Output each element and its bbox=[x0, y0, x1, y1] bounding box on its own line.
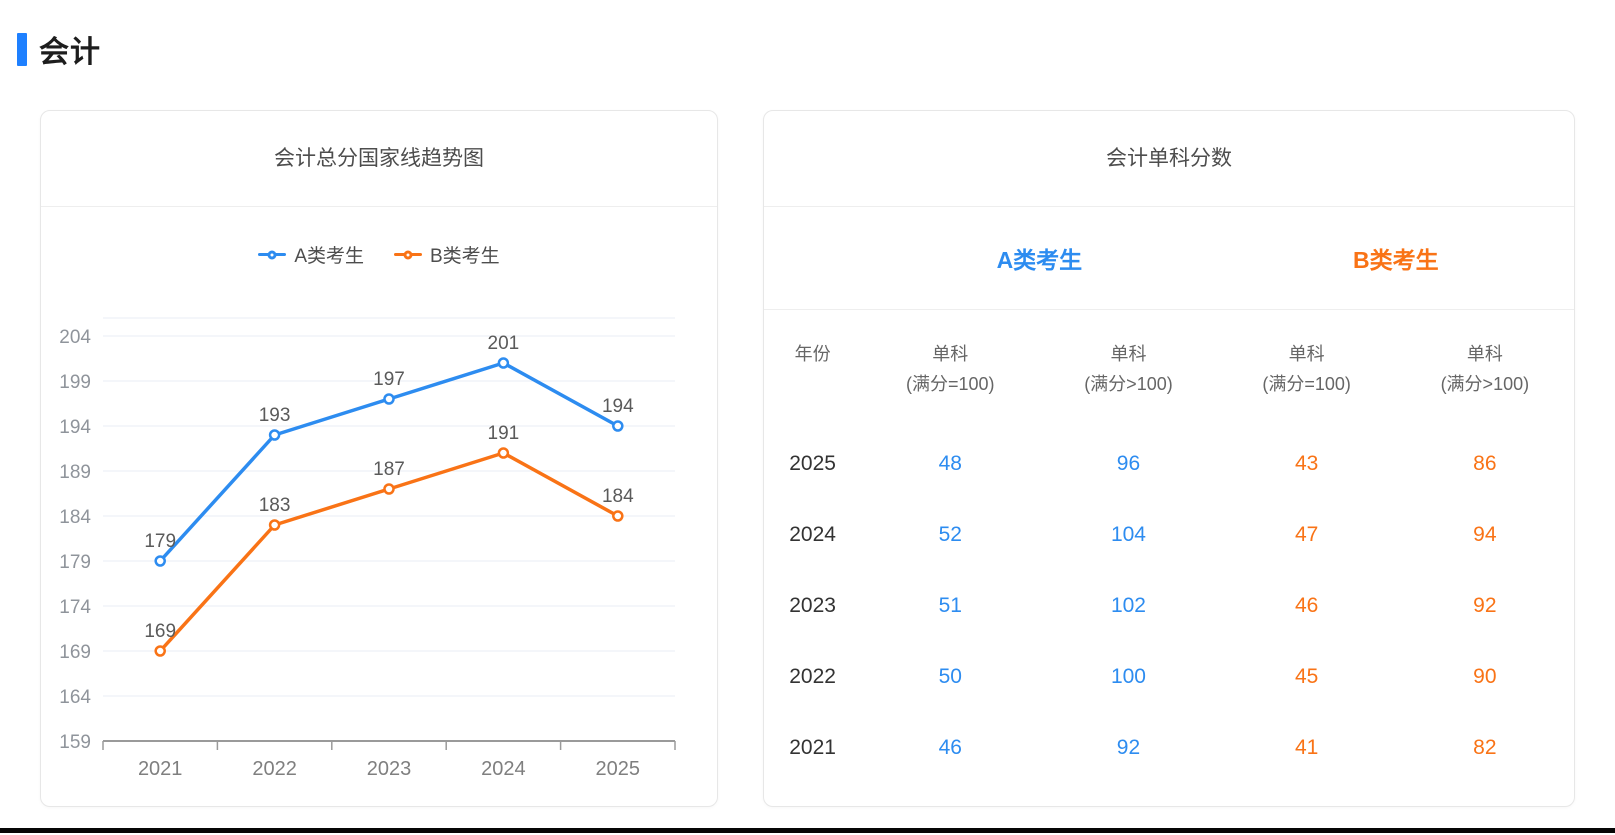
data-point bbox=[497, 447, 510, 459]
score-cell: 41 bbox=[1294, 735, 1319, 759]
y-axis-tick-label: 199 bbox=[59, 372, 91, 393]
score-cell: 47 bbox=[1294, 522, 1319, 546]
x-axis-tick-label: 2022 bbox=[252, 758, 297, 780]
score-cell: 94 bbox=[1473, 522, 1497, 546]
data-point bbox=[497, 357, 510, 369]
page-bottom-edge bbox=[0, 828, 1615, 833]
score-cell: 96 bbox=[1116, 451, 1141, 475]
score-cell: 46 bbox=[938, 735, 962, 759]
score-cell: 90 bbox=[1473, 664, 1497, 688]
divider bbox=[764, 309, 1574, 310]
table-body: 2025 48 96 43 86 2024 52 104 47 94 2023 51 102 46 92 20… bbox=[764, 428, 1574, 783]
year-cell: 2023 bbox=[789, 593, 836, 617]
score-cell: 43 bbox=[1294, 451, 1319, 475]
score-cell: 104 bbox=[1110, 522, 1146, 546]
data-label: 184 bbox=[602, 486, 634, 507]
page-title: 会计 bbox=[39, 36, 101, 69]
line-circle-marker-icon bbox=[258, 248, 287, 261]
line-circle-marker-icon bbox=[394, 248, 422, 261]
data-label: 194 bbox=[602, 396, 634, 417]
score-cell: 52 bbox=[938, 522, 962, 546]
series-line-b bbox=[158, 451, 620, 653]
table-row: 2021 46 92 41 82 bbox=[764, 712, 1574, 783]
column-header-b-100: 单科 (满分=100) bbox=[1262, 344, 1351, 394]
y-axis-tick-label: 169 bbox=[59, 642, 91, 663]
y-axis-tick-label: 204 bbox=[59, 327, 91, 348]
data-label: 179 bbox=[144, 531, 176, 552]
trend-chart-title: 会计总分国家线趋势图 bbox=[274, 147, 484, 170]
y-axis-tick-label: 194 bbox=[59, 417, 91, 438]
data-point bbox=[154, 555, 166, 567]
score-cell: 92 bbox=[1116, 735, 1141, 759]
legend-item-a[interactable]: A类考生 bbox=[258, 241, 364, 268]
data-point bbox=[383, 393, 395, 405]
score-cell: 51 bbox=[938, 593, 962, 617]
group-header-b: B类考生 bbox=[1352, 246, 1439, 273]
table-row: 2025 48 96 43 86 bbox=[764, 428, 1574, 499]
x-axis-tick-label: 2024 bbox=[481, 758, 526, 780]
score-cell: 50 bbox=[938, 664, 962, 688]
legend-label: A类考生 bbox=[294, 246, 364, 267]
data-label: 191 bbox=[488, 423, 520, 444]
table-group-header-row: A类考生 B类考生 bbox=[764, 206, 1574, 309]
trend-chart-panel: 会计总分国家线趋势图 A类考生 B类考生 159 164 169 174 179 184 18… bbox=[40, 110, 718, 807]
data-label: 193 bbox=[259, 405, 291, 426]
score-cell: 100 bbox=[1110, 664, 1146, 688]
score-table-title: 会计单科分数 bbox=[1106, 147, 1232, 170]
chart-legend: A类考生 B类考生 bbox=[41, 241, 717, 268]
legend-item-b[interactable]: B类考生 bbox=[394, 241, 500, 268]
data-point bbox=[268, 519, 281, 531]
score-table-panel: 会计单科分数 A类考生 B类考生 年份 单科 (满分=100) 单科 (满分>1… bbox=[763, 110, 1575, 807]
legend-label: B类考生 bbox=[430, 246, 500, 267]
group-header-a: A类考生 bbox=[996, 246, 1083, 273]
year-cell: 2025 bbox=[789, 451, 836, 475]
y-axis-tick-label: 179 bbox=[59, 552, 91, 573]
score-cell: 102 bbox=[1110, 593, 1146, 617]
y-axis-tick-label: 174 bbox=[59, 597, 91, 618]
score-cell: 45 bbox=[1294, 664, 1319, 688]
table-row: 2023 51 102 46 92 bbox=[764, 570, 1574, 641]
data-label: 183 bbox=[259, 495, 291, 516]
table-row: 2024 52 104 47 94 bbox=[764, 499, 1574, 570]
column-header-year: 年份 bbox=[794, 344, 831, 364]
data-label: 187 bbox=[373, 459, 405, 480]
title-accent-bar bbox=[17, 32, 27, 66]
y-axis-tick-label: 184 bbox=[59, 507, 91, 528]
data-point bbox=[154, 645, 166, 657]
data-point bbox=[383, 483, 395, 495]
score-cell: 48 bbox=[938, 451, 962, 475]
year-cell: 2024 bbox=[789, 522, 836, 546]
score-cell: 46 bbox=[1294, 593, 1319, 617]
year-cell: 2021 bbox=[789, 735, 836, 759]
y-axis-tick-label: 164 bbox=[59, 687, 91, 708]
year-cell: 2022 bbox=[789, 664, 836, 688]
divider bbox=[764, 206, 1574, 207]
data-label: 197 bbox=[373, 369, 405, 390]
data-label: 201 bbox=[488, 333, 520, 354]
column-header-b-gt100: 单科 (满分>100) bbox=[1440, 344, 1530, 394]
table-row: 2022 50 100 45 90 bbox=[764, 641, 1574, 712]
divider bbox=[41, 206, 717, 207]
table-column-headers: 年份 单科 (满分=100) 单科 (满分>100) 单科 (满分=100) 单… bbox=[764, 309, 1574, 428]
data-point bbox=[268, 429, 281, 441]
trend-line-chart: 159 164 169 174 179 184 189 194 199 204 2021 2022 20… bbox=[59, 317, 676, 780]
column-header-a-gt100: 单科 (满分>100) bbox=[1084, 344, 1173, 394]
score-cell: 92 bbox=[1473, 593, 1497, 617]
data-point bbox=[612, 420, 624, 432]
data-label: 169 bbox=[144, 621, 176, 642]
score-cell: 86 bbox=[1473, 451, 1497, 475]
y-axis-tick-label: 189 bbox=[59, 462, 91, 483]
page-header: 会计 bbox=[17, 27, 101, 71]
y-axis-tick-label: 159 bbox=[59, 732, 91, 753]
column-header-a-100: 单科 (满分=100) bbox=[906, 344, 995, 394]
score-cell: 82 bbox=[1473, 735, 1497, 759]
data-point bbox=[612, 510, 624, 522]
x-axis-tick-label: 2021 bbox=[138, 758, 183, 780]
x-axis-tick-label: 2023 bbox=[367, 758, 412, 780]
x-axis-tick-label: 2025 bbox=[596, 758, 641, 780]
